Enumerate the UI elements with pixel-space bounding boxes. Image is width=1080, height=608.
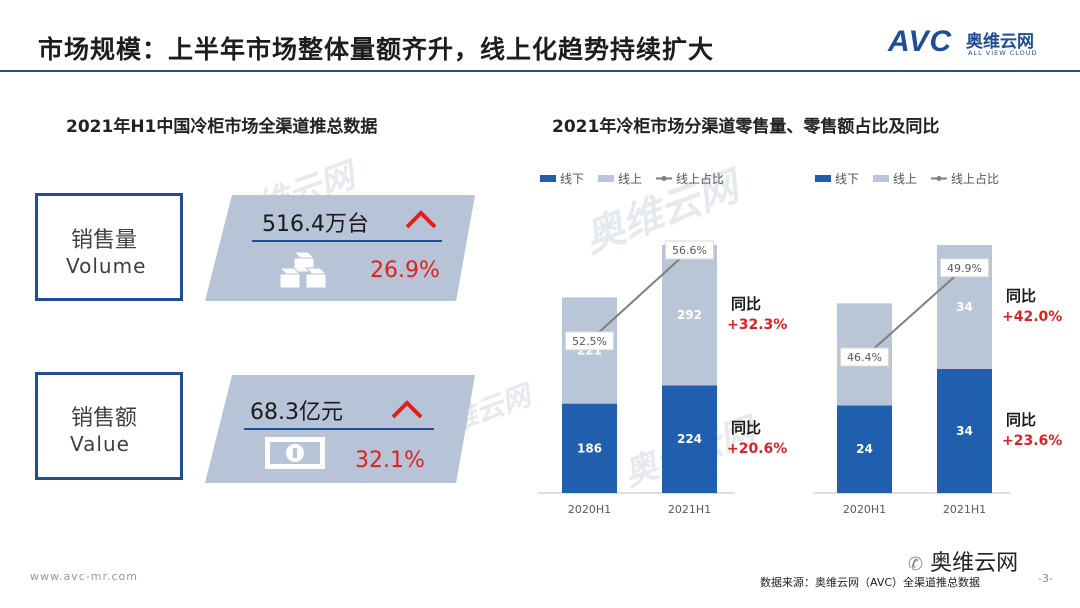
page-number: -3- — [1038, 572, 1053, 585]
wechat-icon: ✆ — [908, 554, 924, 575]
bar-online — [562, 297, 617, 404]
kpi-label-box-value — [35, 372, 183, 480]
x-tick-label: 2021H1 — [668, 503, 711, 516]
yoy-value: +32.3% — [727, 317, 787, 333]
share-label-box — [840, 347, 889, 367]
yoy-value: +23.6% — [1002, 433, 1062, 449]
yoy-value: +42.0% — [1002, 309, 1062, 325]
bar-offline — [562, 403, 617, 493]
kpi-divider — [252, 240, 442, 242]
logo-en-text: ALL VIEW CLOUD — [968, 49, 1038, 57]
legend-label: 线上占比 — [676, 171, 724, 186]
avc-logo: AVC 奥维云网 ALL VIEW CLOUD — [888, 25, 1058, 65]
bar-label-offline: 34 — [956, 424, 973, 438]
chart-sales-volume: 线下 线上 线上占比1862212020H12242922021H152.5%56.… — [538, 171, 787, 516]
kpi-pct-value: 32.1% — [355, 448, 425, 473]
kpi-label-box-volume — [35, 193, 183, 301]
logo-avc-text: AVC — [888, 25, 953, 58]
banknote-icon — [265, 437, 325, 469]
x-tick-label: 2020H1 — [843, 503, 886, 516]
kpi-band-volume — [205, 195, 475, 301]
bar-offline — [837, 405, 892, 493]
kpi-label-en-value: Value — [70, 432, 130, 456]
share-label-box — [565, 331, 614, 351]
chart-sales-value: 线下线上线上占比24282020H134342021H146.4%49.9%同比… — [813, 171, 1062, 516]
page-title: 市场规模：上半年市场整体量额齐升，线上化趋势持续扩大 — [38, 35, 715, 64]
kpi-label-cn-value: 销售额 — [71, 406, 138, 431]
data-source: 数据来源：奥维云网（AVC）全渠道推总数据 — [760, 576, 981, 589]
legend-label: 线上 — [893, 172, 917, 186]
up-arrow-icon — [405, 210, 437, 229]
share-line — [863, 267, 966, 358]
kpi-value-volume: 516.4万台 — [262, 212, 369, 237]
legend-line-marker — [661, 176, 667, 181]
bar-offline — [937, 369, 992, 493]
legend-label: 线上 — [618, 172, 642, 186]
legend-swatch — [540, 175, 556, 182]
x-tick-label: 2021H1 — [943, 503, 986, 516]
kpi-label-cn-volume: 销售量 — [71, 228, 138, 253]
up-arrow-icon — [391, 400, 423, 419]
share-label-box — [665, 240, 714, 260]
bar-offline — [662, 385, 717, 493]
share-label: 49.9% — [947, 262, 982, 275]
share-label: 46.4% — [847, 351, 882, 364]
kpi-divider — [244, 428, 434, 430]
boxes-icon — [278, 251, 328, 289]
bar-label-offline: 186 — [577, 441, 602, 455]
bar-label-offline: 224 — [677, 432, 702, 446]
legend-swatch — [815, 175, 831, 182]
yoy-label: 同比 — [1006, 411, 1036, 429]
legend-label: 线上占比 — [951, 171, 999, 186]
legend-line-marker — [936, 176, 942, 181]
bar-label-online: 292 — [677, 308, 702, 322]
legend-label: 线下 — [835, 172, 859, 186]
yoy-label: 同比 — [1006, 287, 1036, 305]
footer-url[interactable]: www.avc-mr.com — [30, 570, 138, 583]
legend-swatch — [598, 175, 614, 182]
bar-online — [662, 245, 717, 386]
kpi-pct-volume: 26.9% — [370, 258, 440, 283]
share-label-box — [940, 258, 989, 278]
yoy-value: +20.6% — [727, 441, 787, 457]
header-divider — [0, 70, 1080, 72]
logo-cn-text: 奥维云网 — [966, 32, 1034, 52]
right-subtitle: 2021年冷柜市场分渠道零售量、零售额占比及同比 — [552, 117, 940, 137]
legend-swatch — [873, 175, 889, 182]
legend-label: 线下 — [560, 172, 584, 186]
share-label: 56.6% — [672, 244, 707, 257]
share-label: 52.5% — [572, 335, 607, 348]
wechat-account-name: 奥维云网 — [930, 551, 1019, 576]
wechat-account: ✆ 奥维云网 — [908, 545, 1018, 577]
yoy-label: 同比 — [731, 295, 761, 313]
kpi-label-en-volume: Volume — [66, 254, 147, 278]
yoy-label: 同比 — [731, 419, 761, 437]
bar-label-offline: 24 — [856, 442, 873, 456]
share-line — [588, 249, 691, 342]
kpi-value-value: 68.3亿元 — [250, 400, 343, 425]
x-tick-label: 2020H1 — [568, 503, 611, 516]
left-subtitle: 2021年H1中国冷柜市场全渠道推总数据 — [66, 117, 378, 137]
bar-label-online: 34 — [956, 300, 973, 314]
